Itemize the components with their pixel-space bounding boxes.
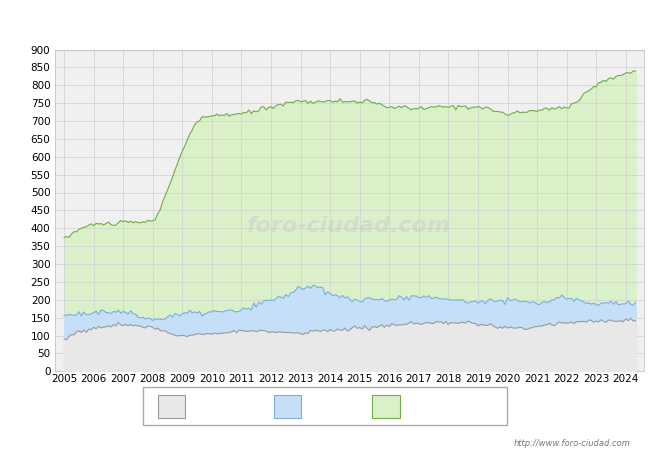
FancyBboxPatch shape [143,387,507,425]
Text: http://www.foro-ciudad.com: http://www.foro-ciudad.com [514,439,630,448]
Text: Hab. entre 16-64: Hab. entre 16-64 [407,401,495,411]
FancyBboxPatch shape [157,396,185,419]
Text: Ocupados: Ocupados [192,401,244,411]
FancyBboxPatch shape [372,396,400,419]
Text: Parados: Parados [309,401,350,411]
FancyBboxPatch shape [274,396,302,419]
Text: foro-ciudad.com: foro-ciudad.com [248,216,451,236]
Text: Valdeaveruelo - Evolucion de la poblacion en edad de Trabajar Mayo de 2024: Valdeaveruelo - Evolucion de la poblacio… [68,17,582,30]
